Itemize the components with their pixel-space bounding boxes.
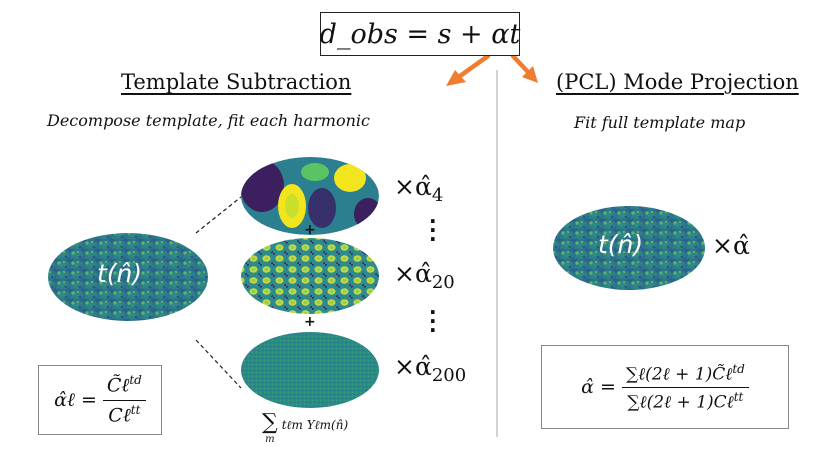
vertical-dots-1: · · · xyxy=(429,209,437,251)
left-formula-numerator-base: C̃ℓ xyxy=(106,374,130,397)
plus-sign-1: + xyxy=(304,222,316,238)
left-formula-box: α̂ℓ = C̃ℓtd Cℓtt xyxy=(38,365,162,435)
left-formula-numerator-sup: td xyxy=(129,373,142,388)
right-formula-denominator-base: ∑ℓ(2ℓ + 1)Cℓ xyxy=(627,392,734,413)
arrows xyxy=(446,53,538,86)
right-formula-denominator-sup: tt xyxy=(733,389,744,404)
left-formula-numerator: C̃ℓtd xyxy=(102,373,146,401)
left-formula-denominator: Cℓtt xyxy=(104,401,144,427)
left-formula-fraction: C̃ℓtd Cℓtt xyxy=(102,373,146,427)
multiplier-l200: ×α̂200 xyxy=(394,352,466,386)
harmonic-map-l4 xyxy=(241,157,379,235)
dashed-line-bottom xyxy=(195,339,242,389)
template-map-right xyxy=(553,206,705,290)
template-map-right-label: t(n̂) xyxy=(598,230,644,259)
multiplier-l200-sub: 200 xyxy=(431,365,467,386)
template-map-left xyxy=(48,233,208,321)
top-equation: d_obs = s + αt xyxy=(319,18,521,50)
left-formula-lhs: α̂ℓ = xyxy=(54,388,97,411)
right-formula-fraction: ∑ℓ(2ℓ + 1)C̃ℓtd ∑ℓ(2ℓ + 1)Cℓtt xyxy=(621,361,749,413)
arrow-left xyxy=(457,53,491,79)
right-formula-lhs: α̂ = xyxy=(581,376,616,398)
multiplier-l4: ×α̂4 xyxy=(394,172,443,206)
right-formula-numerator: ∑ℓ(2ℓ + 1)C̃ℓtd xyxy=(621,361,749,388)
plus-sign-2: + xyxy=(304,314,316,330)
left-subtitle: Decompose template, fit each harmonic xyxy=(47,111,370,130)
arrow-right xyxy=(510,53,531,75)
arrow-left-head xyxy=(446,70,466,86)
right-formula-box: α̂ = ∑ℓ(2ℓ + 1)C̃ℓtd ∑ℓ(2ℓ + 1)Cℓtt xyxy=(541,345,789,429)
right-formula-denominator: ∑ℓ(2ℓ + 1)Cℓtt xyxy=(623,388,747,413)
right-subtitle: Fit full template map xyxy=(574,113,746,132)
left-formula-denominator-sup: tt xyxy=(130,402,141,417)
dashed-line-top xyxy=(195,196,242,234)
multiplier-l20-base: ×α̂ xyxy=(394,259,432,288)
sum-caption-sigma: ∑ xyxy=(262,410,278,435)
right-formula-numerator-base: ∑ℓ(2ℓ + 1)C̃ℓ xyxy=(625,364,733,385)
multiplier-l20: ×α̂20 xyxy=(394,259,455,293)
left-formula-denominator-base: Cℓ xyxy=(108,403,131,426)
multiplier-l4-sub: 4 xyxy=(431,185,444,206)
harmonic-map-l200 xyxy=(241,332,379,408)
right-heading: (PCL) Mode Projection xyxy=(556,70,799,94)
multiplier-l200-base: ×α̂ xyxy=(394,352,432,381)
sum-caption-terms: tℓm Yℓm(n̂) xyxy=(281,418,349,432)
multiplier-l20-sub: 20 xyxy=(431,272,455,293)
template-map-left-label: t(n̂) xyxy=(97,259,143,288)
sum-caption: ∑ m tℓm Yℓm(n̂) xyxy=(262,410,349,446)
arrow-right-head xyxy=(522,66,538,83)
top-equation-box: d_obs = s + αt xyxy=(320,12,520,56)
multiplier-l4-base: ×α̂ xyxy=(394,172,432,201)
multiplier-right: ×α̂ xyxy=(712,231,750,260)
right-formula-numerator-sup: td xyxy=(732,361,745,376)
vertical-dots-2: · · · xyxy=(429,300,437,342)
left-heading: Template Subtraction xyxy=(121,70,352,94)
harmonic-map-l20 xyxy=(241,238,379,314)
sum-caption-index: m xyxy=(265,434,275,445)
